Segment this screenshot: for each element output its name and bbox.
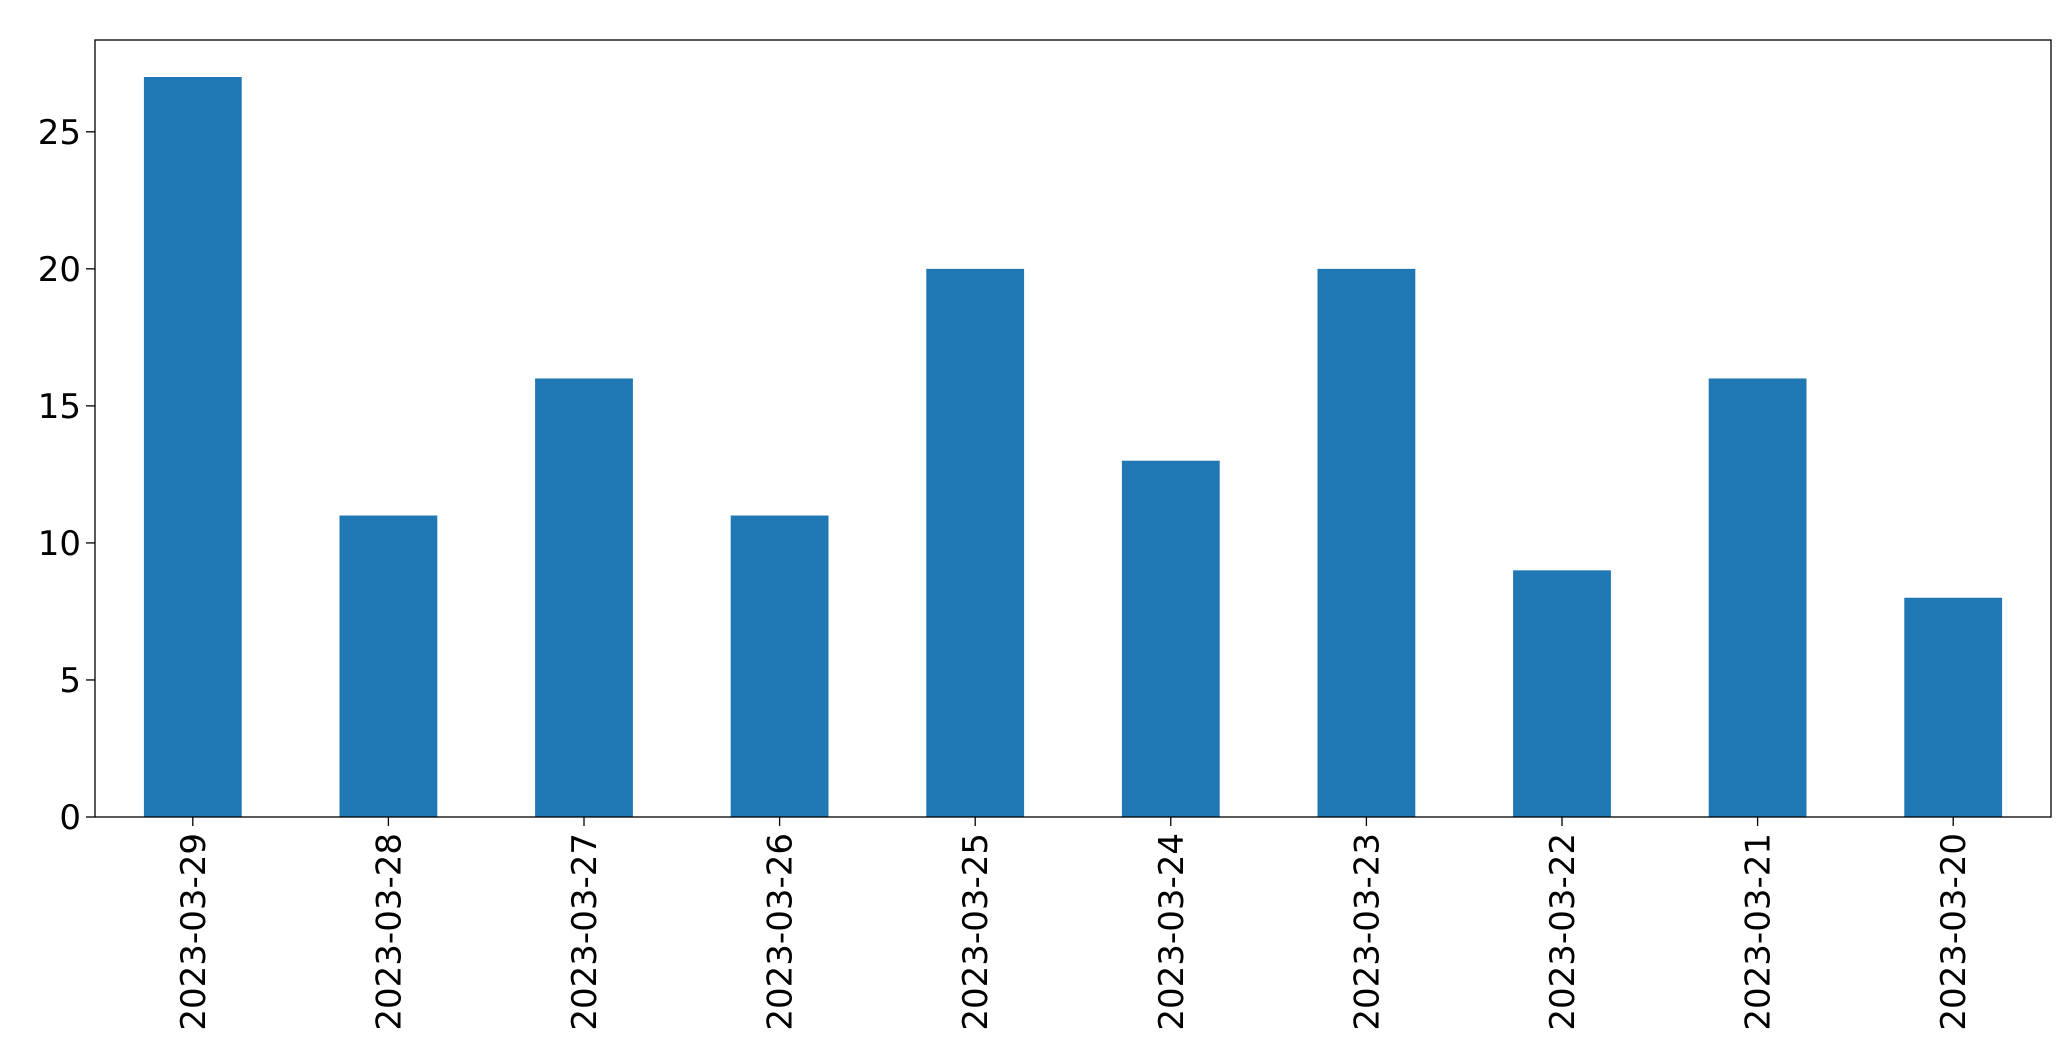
x-tick-label: 2023-03-25 xyxy=(956,833,996,1031)
y-tick-label: 10 xyxy=(38,524,81,564)
y-tick-label: 0 xyxy=(59,798,81,838)
bar xyxy=(1708,378,1807,817)
axes-frame xyxy=(94,39,2052,818)
y-tick-label: 25 xyxy=(38,113,81,153)
x-tick-label: 2023-03-27 xyxy=(565,833,605,1031)
x-tick-label: 2023-03-23 xyxy=(1347,833,1387,1031)
bar xyxy=(926,268,1025,818)
y-tick-label: 20 xyxy=(38,250,81,290)
bar xyxy=(143,77,242,817)
x-tick-label: 2023-03-28 xyxy=(369,833,409,1031)
bar xyxy=(1317,268,1416,818)
bar xyxy=(339,515,438,817)
bar xyxy=(1121,460,1220,817)
bar xyxy=(1513,570,1611,817)
x-tick-label: 2023-03-24 xyxy=(1152,833,1192,1031)
x-tick-label: 2023-03-20 xyxy=(1934,833,1974,1031)
y-tick-label: 15 xyxy=(38,387,81,427)
y-tick-label: 5 xyxy=(59,661,81,701)
x-tick-label: 2023-03-29 xyxy=(174,833,214,1031)
bar xyxy=(535,378,633,817)
bar xyxy=(730,515,829,817)
x-tick-label: 2023-03-21 xyxy=(1739,833,1779,1031)
bar xyxy=(1904,597,2003,817)
x-tick-label: 2023-03-22 xyxy=(1543,833,1583,1031)
x-tick-label: 2023-03-26 xyxy=(761,833,801,1031)
